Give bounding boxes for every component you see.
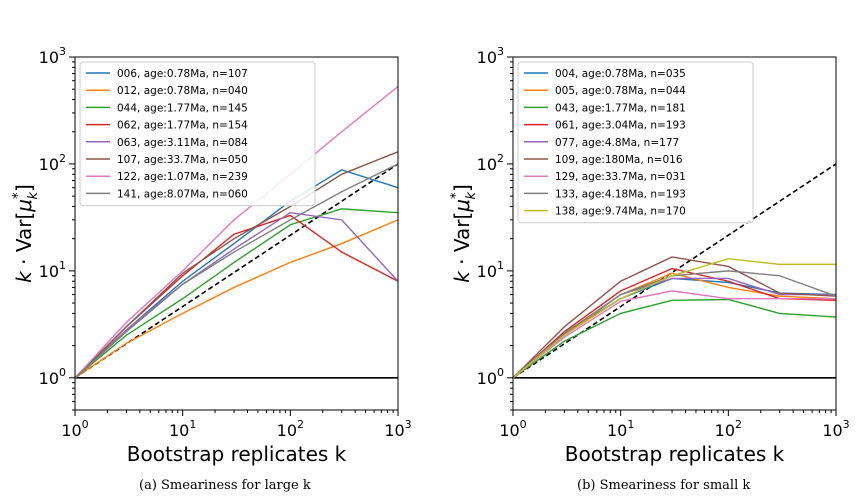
x-axis-label: Bootstrap replicates k [127,442,347,466]
x-tick-label: 103 [822,418,849,440]
series-line-061 [512,267,837,379]
plot-area [74,85,399,379]
legend: 006, age:0.78Ma, n=107 012, age:0.78Ma, n… [79,61,316,207]
series-line-012 [74,219,399,379]
legend-box [517,61,754,224]
y-tick-label: 103 [477,45,504,67]
legend: 004, age:0.78Ma, n=035 005, age:0.78Ma, n… [517,61,754,224]
legend-entry: 044, age:1.77Ma, n=145 [117,102,248,114]
y-axis-label: k · Var[μ*k] [11,184,41,283]
x-tick-label: 100 [61,418,88,440]
ticks [507,56,837,416]
series-line-063 [74,211,399,379]
y-tick-label: 102 [477,152,504,174]
caption-panel-a: (a) Smeariness for large k [139,478,311,493]
legend-entry: 122, age:1.07Ma, n=239 [117,171,248,183]
panel-small-k: 100 101 102 103 100 101 102 103 Bootstrap replic… [449,45,850,466]
legend-entry: 061, age:3.04Ma, n=193 [555,120,686,132]
y-tick-label: 103 [39,45,66,67]
x-tick-label: 102 [715,418,742,440]
y-tick-label: 100 [39,366,66,388]
legend-entry: 012, age:0.78Ma, n=040 [117,85,248,97]
legend-entry: 063, age:3.11Ma, n=084 [117,137,248,149]
x-axis-label: Bootstrap replicates k [565,442,785,466]
axes-frame [512,56,837,411]
x-tick-label: 102 [277,418,304,440]
legend-entry: 043, age:1.77Ma, n=181 [555,102,686,114]
ticks [69,56,399,416]
x-tick-label: 100 [499,418,526,440]
y-tick-label: 102 [39,152,66,174]
legend-entry: 138, age:9.74Ma, n=170 [555,206,686,218]
legend-entry: 107, age:33.7Ma, n=050 [117,154,248,166]
x-tick-label: 101 [607,418,634,440]
reference-line-slope [512,163,837,379]
series-line-109 [512,256,837,379]
x-tick-label: 103 [384,418,411,440]
series-line-122 [74,85,399,379]
series-line-107 [74,151,399,379]
legend-entry: 006, age:0.78Ma, n=107 [117,68,248,80]
caption-panel-b: (b) Smeariness for small k [577,478,751,493]
series-line-138 [512,257,836,379]
legend-entry: 109, age:180Ma, n=016 [555,154,683,166]
legend-entry: 141, age:8.07Ma, n=060 [117,188,248,200]
series-line-044 [74,208,399,379]
legend-entry: 062, age:1.77Ma, n=154 [117,120,248,132]
legend-entry: 005, age:0.78Ma, n=044 [555,85,686,97]
x-tick-label: 101 [169,418,196,440]
legend-entry: 133, age:4.18Ma, n=193 [555,188,686,200]
axes-frame [74,56,399,411]
series-line-133 [512,270,837,379]
y-axis-label: k · Var[μ*k] [449,184,479,283]
plot-area [512,163,837,379]
panel-large-k: 100 101 102 103 100 101 102 103 Bootstrap replic… [11,45,412,466]
y-tick-label: 101 [477,259,504,281]
legend-entry: 129, age:33.7Ma, n=031 [555,171,686,183]
series-line-005 [512,272,837,379]
legend-entry: 077, age:4.8Ma, n=177 [555,137,679,149]
series-line-141 [74,163,399,379]
y-tick-label: 100 [477,366,504,388]
series-line-043 [512,298,837,379]
legend-box [79,61,316,207]
y-tick-label: 101 [39,259,66,281]
series-line-129 [512,290,836,379]
legend-entry: 004, age:0.78Ma, n=035 [555,68,686,80]
